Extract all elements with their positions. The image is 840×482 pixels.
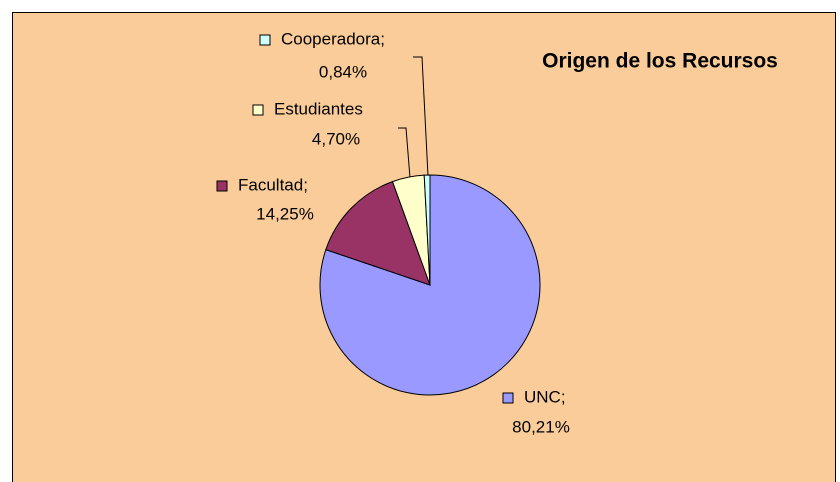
legend-key [216, 180, 228, 192]
pie-slice [325, 180, 431, 286]
chart-title: Origen de los Recursos [542, 50, 778, 73]
slice-label: Cooperadora; [281, 29, 385, 48]
slice-label: UNC; [524, 387, 566, 406]
pie-slice [423, 174, 431, 286]
value-label: 4,70% [312, 129, 360, 148]
value-label: 80,21% [512, 417, 570, 436]
legend-key [502, 392, 514, 404]
value-label: 14,25% [256, 204, 314, 223]
legend-key [252, 104, 264, 116]
slice-label: Estudiantes [274, 99, 363, 118]
legend-key [259, 34, 271, 46]
value-label: 0,84% [319, 62, 367, 81]
leader-line [413, 56, 429, 177]
leader-line [398, 127, 411, 179]
slice-label: Facultad; [238, 175, 308, 194]
